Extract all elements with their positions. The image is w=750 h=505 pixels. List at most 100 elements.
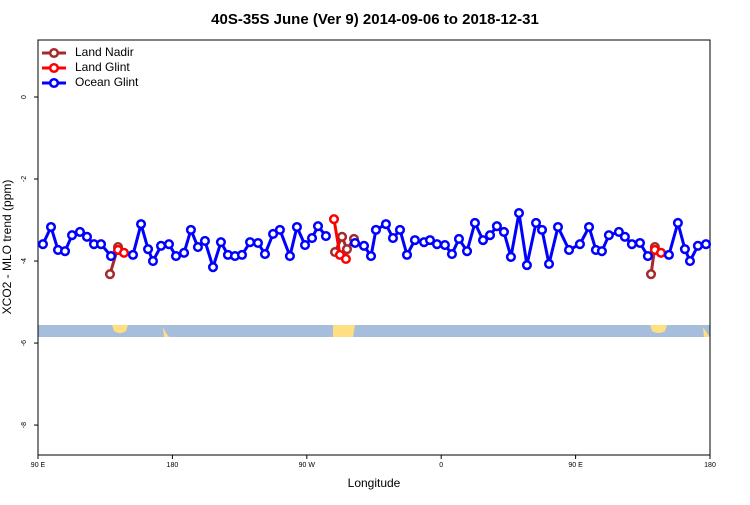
y-axis-label: XCO2 - MLO trend (ppm) xyxy=(0,180,14,315)
point xyxy=(245,237,256,248)
point xyxy=(446,249,458,260)
point xyxy=(692,240,703,251)
point xyxy=(105,251,117,262)
x-axis-label: Longitude xyxy=(348,476,401,490)
legend-marker xyxy=(48,77,60,89)
point xyxy=(252,237,264,249)
point xyxy=(645,269,657,280)
point xyxy=(700,239,712,250)
point xyxy=(543,258,555,269)
y-tick-label: 0 xyxy=(21,95,28,99)
x-tick-label: 0 xyxy=(439,462,443,469)
point xyxy=(268,228,279,240)
point xyxy=(461,246,473,257)
point xyxy=(156,240,167,251)
point xyxy=(521,260,532,271)
y-tick-label: -4 xyxy=(21,258,28,264)
point xyxy=(453,233,465,244)
x-tick-label: 90 E xyxy=(31,462,46,469)
point xyxy=(127,249,139,260)
point xyxy=(306,233,318,244)
map-strip xyxy=(38,325,710,337)
point xyxy=(574,239,585,250)
plot-frame xyxy=(37,39,711,456)
point xyxy=(498,226,509,237)
point xyxy=(439,239,450,251)
point xyxy=(655,247,667,258)
point xyxy=(170,251,182,262)
point xyxy=(192,242,203,253)
point xyxy=(431,239,443,250)
point xyxy=(74,226,86,237)
legend-label: Ocean Glint xyxy=(75,75,139,89)
x-tick-label: 180 xyxy=(167,462,179,469)
point xyxy=(358,240,370,251)
point xyxy=(563,244,575,256)
point xyxy=(484,230,496,241)
y-tick-label: -6 xyxy=(21,340,28,346)
legend-label: Land Glint xyxy=(75,60,130,74)
point xyxy=(477,235,489,246)
point xyxy=(328,214,340,225)
point xyxy=(340,253,351,265)
point xyxy=(642,251,653,262)
point xyxy=(291,221,302,233)
point xyxy=(135,219,147,230)
point xyxy=(104,269,116,280)
point xyxy=(207,262,219,273)
point xyxy=(215,237,226,248)
point xyxy=(284,251,295,262)
x-tick-label: 90 W xyxy=(299,462,316,469)
point xyxy=(349,237,361,249)
point xyxy=(370,224,381,235)
point xyxy=(274,224,285,235)
x-tick-label: 180 xyxy=(704,462,716,469)
point xyxy=(596,246,607,257)
point xyxy=(59,246,71,257)
point xyxy=(143,244,154,255)
point xyxy=(299,239,311,251)
point xyxy=(394,224,406,235)
point xyxy=(66,230,78,241)
point xyxy=(178,247,190,258)
point xyxy=(679,244,690,255)
legend-label: Land Nadir xyxy=(75,45,134,59)
point xyxy=(613,226,624,237)
y-tick-label: -8 xyxy=(21,422,28,428)
point xyxy=(619,231,630,242)
point xyxy=(513,208,525,219)
point xyxy=(491,221,502,232)
point xyxy=(603,230,614,241)
chart-title: 40S-35S June (Ver 9) 2014-09-06 to 2018-… xyxy=(211,11,539,28)
point xyxy=(530,217,542,228)
point xyxy=(684,255,696,267)
point xyxy=(380,219,391,230)
point xyxy=(81,231,93,242)
point xyxy=(583,221,595,233)
x-tick-label: 90 E xyxy=(568,462,583,469)
point xyxy=(199,235,211,246)
point xyxy=(236,249,248,260)
point xyxy=(663,249,674,260)
point xyxy=(626,239,637,250)
legend-marker xyxy=(48,62,60,74)
point xyxy=(634,237,646,249)
legend-marker xyxy=(48,47,60,59)
point xyxy=(536,224,548,235)
point xyxy=(409,235,420,246)
point xyxy=(118,247,130,258)
series-line xyxy=(354,212,650,266)
point xyxy=(387,233,399,244)
point xyxy=(45,221,57,233)
point xyxy=(552,221,564,233)
point xyxy=(37,239,48,250)
point xyxy=(365,251,377,262)
point xyxy=(336,231,348,242)
point xyxy=(672,217,683,228)
point xyxy=(341,244,353,255)
point xyxy=(469,217,480,228)
point xyxy=(95,239,107,250)
point xyxy=(147,255,159,267)
point xyxy=(185,224,196,235)
